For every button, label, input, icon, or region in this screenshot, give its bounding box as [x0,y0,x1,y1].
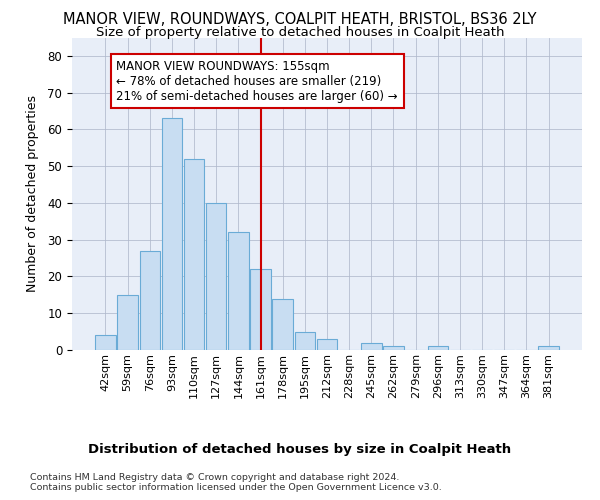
Bar [161,118,182,350]
Bar [383,346,404,350]
Bar [184,159,204,350]
Bar [361,342,382,350]
Bar [140,250,160,350]
Bar [272,298,293,350]
Text: MANOR VIEW ROUNDWAYS: 155sqm
← 78% of detached houses are smaller (219)
21% of s: MANOR VIEW ROUNDWAYS: 155sqm ← 78% of de… [116,60,398,102]
Bar [538,346,559,350]
Bar [295,332,315,350]
Bar [250,269,271,350]
Bar [428,346,448,350]
Text: Contains public sector information licensed under the Open Government Licence v3: Contains public sector information licen… [30,484,442,492]
Text: Distribution of detached houses by size in Coalpit Heath: Distribution of detached houses by size … [88,442,512,456]
Bar [118,295,138,350]
Bar [317,339,337,350]
Text: Size of property relative to detached houses in Coalpit Heath: Size of property relative to detached ho… [96,26,504,39]
Text: Contains HM Land Registry data © Crown copyright and database right 2024.: Contains HM Land Registry data © Crown c… [30,472,400,482]
Bar [228,232,248,350]
Text: MANOR VIEW, ROUNDWAYS, COALPIT HEATH, BRISTOL, BS36 2LY: MANOR VIEW, ROUNDWAYS, COALPIT HEATH, BR… [63,12,537,28]
Bar [206,203,226,350]
Y-axis label: Number of detached properties: Number of detached properties [26,95,39,292]
Bar [95,336,116,350]
